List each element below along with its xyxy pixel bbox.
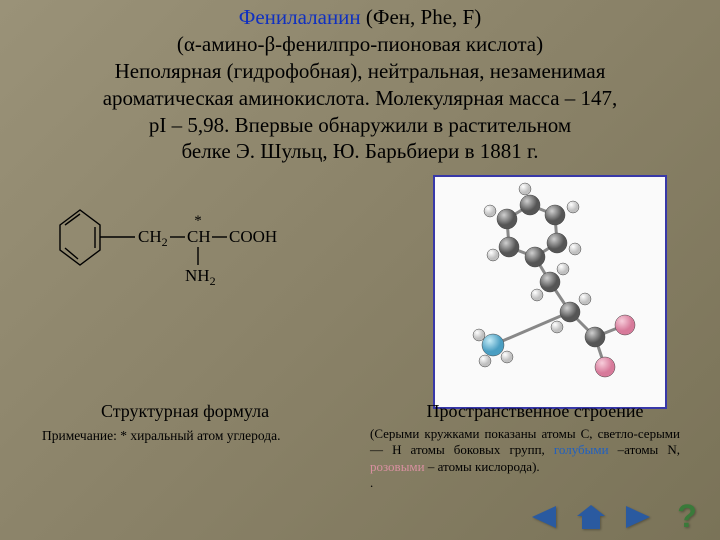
arrow-right-icon <box>622 502 656 532</box>
svg-text:?: ? <box>677 500 697 534</box>
formula-nh2: NH2 <box>185 266 216 288</box>
bottom-row: Структурная формула Примечание: * хираль… <box>0 395 720 493</box>
structural-formula-svg: CH2 * CH COOH NH2 <box>30 175 310 315</box>
header-line3: Неполярная (гидрофобная), нейтральная, н… <box>10 58 710 85</box>
header-line6: белке Э. Шульц, Ю. Барьбиери в 1881 г. <box>10 138 710 165</box>
legend-blue: голубыми <box>554 442 609 457</box>
header-line2: (α-амино-β-фенилпро-пионовая кислота) <box>10 31 710 58</box>
nav-home-button[interactable] <box>572 500 610 534</box>
header-line1: Фенилаланин (Фен, Phe, F) <box>10 4 710 31</box>
spatial-legend: (Серыми кружками показаны атомы С, светл… <box>370 422 700 493</box>
home-icon <box>574 502 608 532</box>
nav-bar: ? <box>524 500 706 534</box>
spatial-model-svg <box>435 177 665 407</box>
title-rest: (Фен, Phe, F) <box>361 5 482 29</box>
formula-ch: CH <box>187 227 211 246</box>
spatial-column <box>410 175 690 415</box>
nav-prev-button[interactable] <box>524 500 562 534</box>
formula-ch2: CH2 <box>138 227 168 249</box>
nav-help-button[interactable]: ? <box>668 500 706 534</box>
structural-caption-block: Структурная формула Примечание: * хираль… <box>20 395 350 444</box>
structural-column: CH2 * CH COOH NH2 <box>20 175 320 320</box>
structural-caption: Структурная формула <box>20 401 350 422</box>
spatial-caption-block: Пространственное строение (Серыми кружка… <box>370 395 700 493</box>
spatial-caption: Пространственное строение <box>370 401 700 422</box>
legend-post: – атомы кислорода). <box>425 459 540 474</box>
nav-next-button[interactable] <box>620 500 658 534</box>
spatial-frame <box>433 175 667 409</box>
header-block: Фенилаланин (Фен, Phe, F) (α-амино-β-фен… <box>0 0 720 165</box>
formula-cooh: COOH <box>229 227 277 246</box>
header-line4: ароматическая аминокислота. Молекулярная… <box>10 85 710 112</box>
question-icon: ? <box>670 500 704 534</box>
title-name: Фенилаланин <box>239 5 361 29</box>
arrow-left-icon <box>526 502 560 532</box>
content-row: CH2 * CH COOH NH2 <box>0 165 720 415</box>
legend-pink: розовыми <box>370 459 425 474</box>
structural-note: Примечание: * хиральный атом углерода. <box>20 428 350 444</box>
header-line5: pI – 5,98. Впервые обнаружили в растител… <box>10 112 710 139</box>
legend-mid: –атомы N, <box>609 442 680 457</box>
